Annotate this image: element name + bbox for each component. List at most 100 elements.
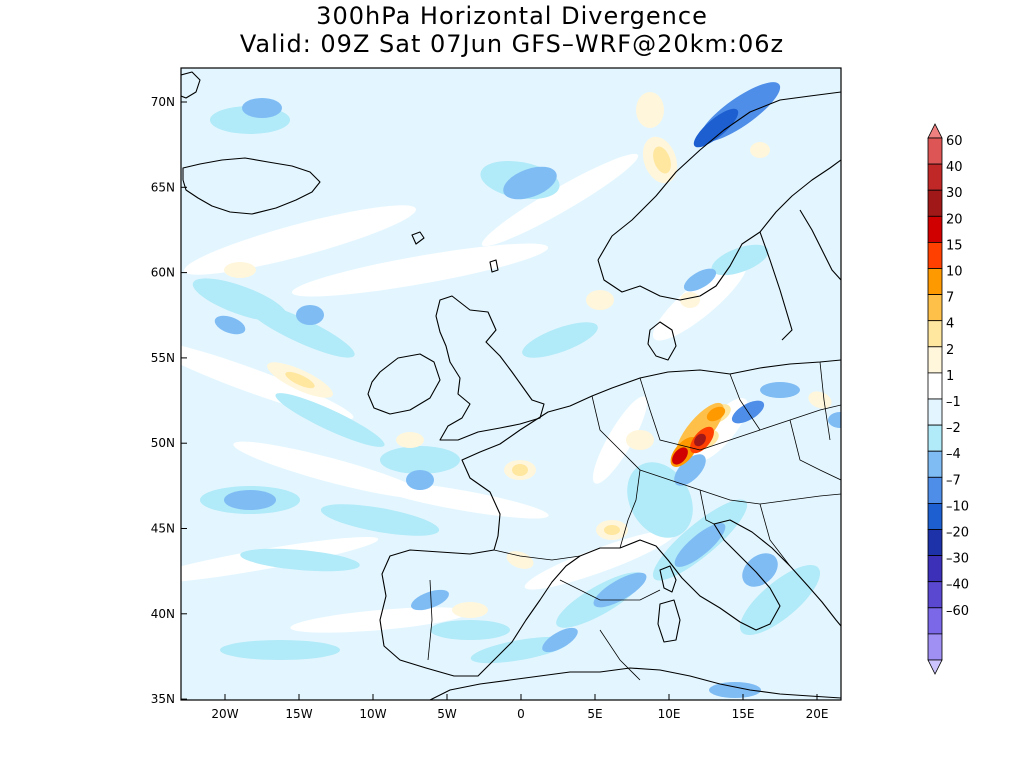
lat-label: 70N — [151, 95, 175, 109]
lon-label: 5W — [437, 707, 457, 721]
colorbar-box — [927, 607, 943, 635]
longitude-axis: 20W 15W 10W 5W 0 5E 10E 15E 20E — [211, 694, 828, 721]
colorbar-box — [927, 476, 943, 504]
divergence-contours — [181, 82, 841, 698]
colorbar-label: 40 — [946, 160, 963, 175]
colorbar-boxes — [927, 123, 943, 675]
map-title: 300hPa Horizontal Divergence — [316, 2, 708, 30]
divergence-contour — [240, 548, 360, 572]
colorbar-label: –20 — [946, 526, 969, 541]
colorbar-box — [927, 294, 943, 322]
colorbar-label: –40 — [946, 578, 969, 593]
lat-label: 40N — [151, 607, 175, 621]
lon-label: 0 — [517, 707, 525, 721]
divergence-contour — [320, 504, 440, 536]
divergence-contour — [296, 305, 324, 325]
colorbar-box — [927, 633, 943, 661]
lon-label: 10W — [359, 707, 386, 721]
colorbar-box — [927, 555, 943, 583]
colorbar-label: –30 — [946, 552, 969, 567]
colorbar-box — [927, 215, 943, 243]
divergence-contour — [636, 92, 664, 128]
colorbar-box — [927, 372, 943, 400]
colorbar-box — [927, 346, 943, 374]
lon-label: 5E — [587, 707, 602, 721]
divergence-contour — [593, 572, 647, 608]
country-borders — [427, 361, 841, 681]
colorbar-label: –60 — [946, 604, 969, 619]
divergence-contour — [739, 565, 821, 635]
divergence-contour — [224, 490, 276, 510]
divergence-contour — [683, 268, 717, 292]
latitude-axis: 70N 65N 60N 55N 50N 45N 40N 35N — [151, 95, 187, 706]
divergence-contour — [604, 525, 620, 535]
colorbar-label: –10 — [946, 499, 969, 514]
lon-label: 20W — [211, 707, 238, 721]
divergence-contour — [711, 244, 769, 276]
colorbar-label: –7 — [946, 473, 961, 488]
divergence-contour — [512, 464, 528, 476]
divergence-contour — [674, 523, 726, 567]
divergence-contour — [808, 391, 832, 409]
divergence-contour — [750, 142, 770, 158]
colorbar-box — [927, 189, 943, 217]
colorbar-label: 10 — [946, 265, 963, 280]
divergence-contour — [380, 446, 460, 474]
divergence-contour — [411, 589, 449, 611]
divergence-contour — [184, 205, 416, 275]
divergence-contour — [224, 262, 256, 278]
colorbar-box — [927, 398, 943, 426]
divergence-contour — [524, 530, 676, 590]
colorbar-label: 2 — [946, 343, 954, 358]
divergence-contour — [506, 551, 534, 569]
divergence-contour — [672, 447, 688, 465]
divergence-contour — [452, 602, 488, 618]
divergence-contour — [626, 430, 654, 450]
colorbar-label: 60 — [946, 134, 963, 149]
divergence-contour — [503, 166, 557, 200]
map-subtitle: Valid: 09Z Sat 07Jun GFS–WRF@20km:06z — [239, 30, 785, 58]
colorbar-box — [927, 163, 943, 191]
colorbar-label: –2 — [946, 421, 961, 436]
colorbar-box — [927, 241, 943, 269]
colorbar-labels: 60 40 30 20 15 10 7 4 2 1 –1 –2 –4 –7 –10 –20 –30 –40 –60 — [946, 134, 969, 619]
colorbar-label: 4 — [946, 317, 954, 332]
divergence-contour — [586, 290, 614, 310]
colorbar-top-arrow — [927, 123, 943, 139]
lon-label: 10E — [658, 707, 681, 721]
divergence-contour — [674, 454, 706, 486]
divergence-contour — [760, 382, 800, 398]
divergence-contour — [406, 470, 434, 490]
divergence-contour — [680, 292, 700, 308]
divergence-contour — [245, 302, 355, 358]
lat-label: 35N — [151, 692, 175, 706]
divergence-contour — [214, 315, 246, 335]
lat-label: 55N — [151, 351, 175, 365]
colorbar-label: 7 — [946, 291, 954, 306]
divergence-contour — [706, 406, 726, 422]
lat-label: 65N — [151, 180, 175, 194]
colorbar-box — [927, 450, 943, 478]
colorbar-label: –4 — [946, 447, 961, 462]
lon-label: 20E — [806, 707, 829, 721]
colorbar-box — [927, 268, 943, 296]
divergence-contour — [481, 153, 639, 247]
colorbar-box — [927, 320, 943, 348]
colorbar-bottom-arrow — [927, 659, 943, 675]
divergence-contour — [592, 396, 648, 484]
divergence-contour — [694, 433, 706, 447]
divergence-contour — [522, 322, 598, 358]
colorbar-box — [927, 581, 943, 609]
colorbar-box — [927, 424, 943, 452]
coastlines — [181, 71, 841, 700]
divergence-contour — [371, 481, 549, 519]
colorbar-box — [927, 137, 943, 165]
divergence-contour — [709, 682, 761, 698]
divergence-contour — [693, 108, 739, 148]
divergence-contour — [742, 553, 778, 587]
divergence-contour — [291, 243, 549, 297]
colorbar-box — [927, 502, 943, 530]
divergence-contour — [430, 620, 510, 640]
divergence-contour — [220, 640, 340, 660]
